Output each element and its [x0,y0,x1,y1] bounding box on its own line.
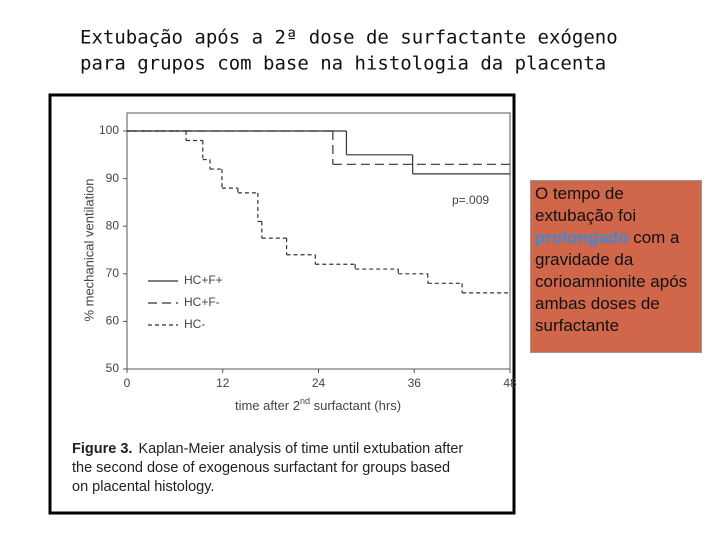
note-text: com a gravidade da corioamnionite após a… [535,228,688,335]
caption-line: Kaplan-Meier analysis of time until extu… [138,441,463,457]
x-label-part: surfactant (hrs) [310,398,401,413]
y-tick-label: 60 [106,314,120,328]
caption-line: on placental histology. [72,479,214,495]
note-box: O tempo de extubação foi prolongado com … [530,180,702,353]
x-tick-label: 12 [216,376,230,390]
caption-label: Figure 3. [72,441,132,457]
y-tick-label: 70 [106,266,120,280]
legend-label: HC- [184,317,205,331]
note-text: O tempo de extubação foi [535,184,637,225]
y-axis-label: % mechanical ventilation [81,178,96,321]
caption-line: the second dose of exogenous surfactant … [72,460,450,476]
caption: Figure 3. Kaplan-Meier analysis of time u… [72,441,463,457]
y-tick-label: 50 [106,361,120,375]
legend-label: HC+F+ [184,273,223,287]
x-label-sup: nd [300,396,310,406]
legend-label: HC+F- [184,295,220,309]
x-tick-label: 0 [124,376,131,390]
x-tick-label: 24 [312,376,326,390]
y-tick-label: 100 [99,123,119,137]
note-highlight: prolongado [535,228,629,247]
y-tick-label: 90 [106,171,120,185]
x-label-part: time after 2 [235,398,300,413]
y-tick-label: 80 [106,218,120,232]
x-tick-label: 36 [408,376,422,390]
slide-title: Extubação após a 2ª dose de surfactante … [80,27,618,49]
slide-title: para grupos com base na histologia da pl… [80,53,606,75]
x-tick-label: 48 [503,376,517,390]
p-value: p=.009 [452,193,489,207]
x-axis-label: time after 2nd surfactant (hrs) [235,396,401,413]
